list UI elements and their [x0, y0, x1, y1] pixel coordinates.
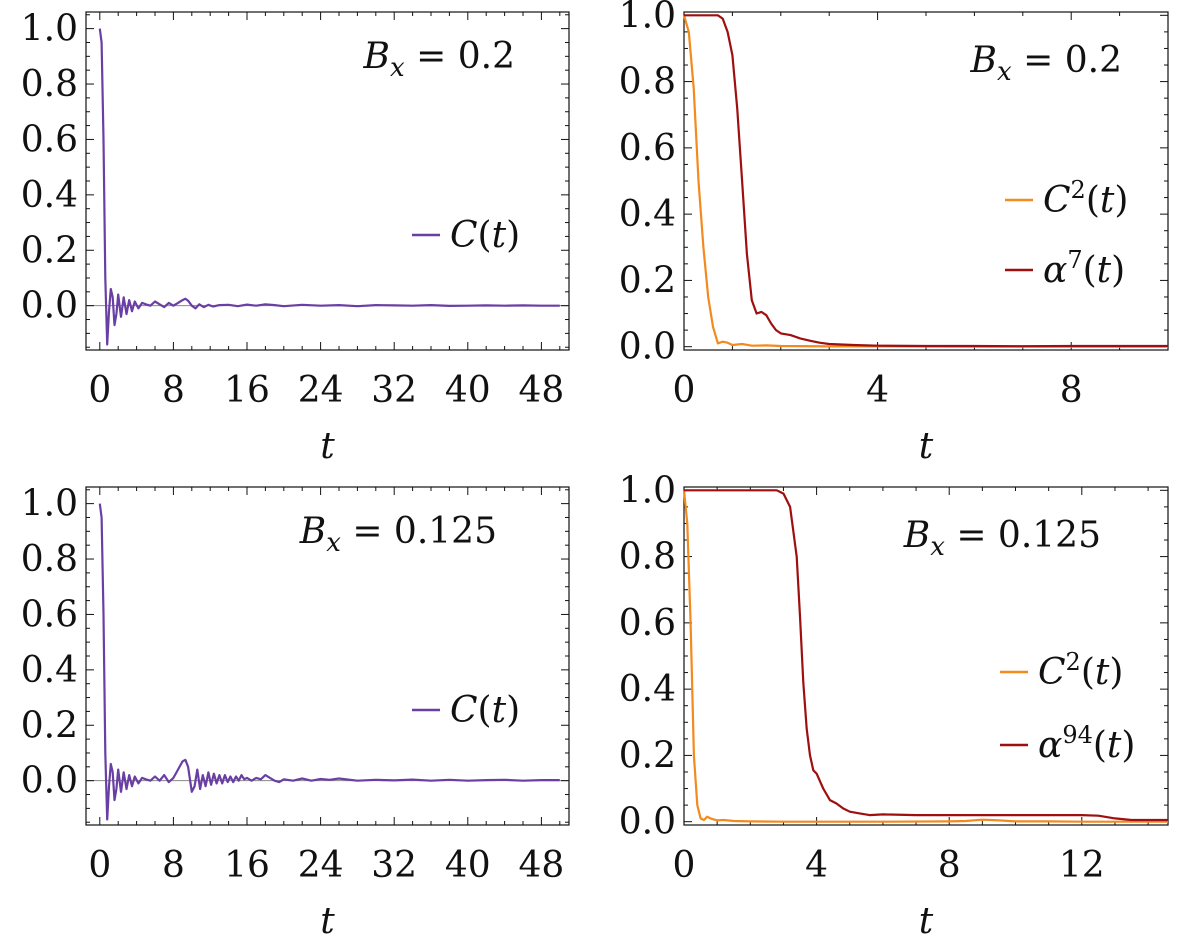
- x-axis-label: t: [919, 901, 934, 942]
- chart-bottom-right: 0.0 0.2 0.4 0.6 0.8 1.0 0 4 8 12 t Bx = 0.125 C2(t) α…: [619, 470, 1169, 942]
- x-tick-label: 8: [162, 845, 185, 886]
- x-tick-label: 48: [518, 845, 564, 886]
- y-tick-label: 0.4: [619, 194, 676, 235]
- b-field-annotation: Bx = 0.125: [299, 511, 497, 558]
- x-tick-label: 16: [224, 845, 270, 886]
- y-tick-label: 0.2: [21, 230, 78, 271]
- x-tick-label: 40: [445, 370, 491, 411]
- y-tick-label: 0.8: [21, 539, 78, 580]
- x-tick-label: 32: [371, 370, 417, 411]
- x-tick-label: 0: [88, 845, 111, 886]
- y-tick-label: 0.2: [619, 735, 676, 776]
- y-tick-label: 0.2: [21, 705, 78, 746]
- series-line-orange: [682, 490, 1168, 823]
- y-tick-label: 0.0: [21, 761, 78, 802]
- x-tick-label: 48: [518, 370, 564, 411]
- x-tick-label: 0: [673, 845, 696, 886]
- series-line-purple: [98, 503, 560, 821]
- y-tick-label: 0.6: [21, 594, 78, 635]
- x-axis-label: t: [919, 426, 934, 467]
- y-tick-label: 0.6: [619, 128, 676, 169]
- x-tick-label: 32: [371, 845, 417, 886]
- b-field-annotation: Bx = 0.2: [970, 40, 1122, 87]
- y-tick-label: 0.8: [21, 64, 78, 105]
- y-tick-label: 1.0: [619, 470, 676, 511]
- y-tick-label: 1.0: [21, 484, 78, 525]
- y-tick-label: 0.4: [21, 175, 78, 216]
- x-tick-label: 24: [298, 370, 344, 411]
- x-tick-label: 16: [224, 370, 270, 411]
- chart-bottom-left: 0.0 0.2 0.4 0.6 0.8 1.0 0 8 16 24 32 40 48 t Bx = 0.12…: [21, 484, 570, 942]
- x-tick-label: 12: [1059, 845, 1105, 886]
- x-axis-label: t: [320, 426, 335, 467]
- b-field-annotation: Bx = 0.2: [363, 36, 515, 83]
- y-tick-label: 0.6: [21, 119, 78, 160]
- b-field-annotation: Bx = 0.125: [903, 515, 1101, 562]
- x-tick-label: 8: [1060, 370, 1083, 411]
- y-tick-label: 0.8: [619, 537, 676, 578]
- y-tick-label: 0.4: [619, 669, 676, 710]
- y-tick-label: 0.6: [619, 603, 676, 644]
- chart-top-left: 0.0 0.2 0.4 0.6 0.8 1.0 0 8 16 24 32 40 48 t Bx = 0.2 C…: [21, 9, 570, 467]
- x-tick-label: 8: [162, 370, 185, 411]
- x-tick-label: 0: [88, 370, 111, 411]
- legend-label: α7(t): [1043, 246, 1125, 291]
- x-tick-label: 4: [866, 370, 889, 411]
- x-tick-label: 0: [673, 370, 696, 411]
- y-tick-label: 1.0: [619, 0, 676, 36]
- series-line-darkred: [684, 14, 1168, 348]
- y-tick-label: 0.8: [619, 62, 676, 103]
- y-tick-label: 0.0: [21, 286, 78, 327]
- y-tick-label: 0.2: [619, 260, 676, 301]
- legend-label: α94(t): [1038, 721, 1135, 766]
- legend-label: C2(t): [1043, 176, 1128, 221]
- y-tick-label: 1.0: [21, 9, 78, 50]
- x-axis-label: t: [320, 901, 335, 942]
- y-tick-label: 0.0: [619, 802, 676, 843]
- x-tick-label: 40: [445, 845, 491, 886]
- x-tick-label: 8: [938, 845, 961, 886]
- series-line-darkred: [684, 489, 1168, 822]
- legend-label: C2(t): [1038, 648, 1123, 693]
- y-tick-label: 0.0: [619, 327, 676, 368]
- x-tick-label: 4: [805, 845, 828, 886]
- x-tick-label: 24: [298, 845, 344, 886]
- y-tick-label: 0.4: [21, 650, 78, 691]
- series-line-purple: [98, 28, 560, 346]
- legend-label: C(t): [450, 690, 520, 731]
- chart-top-right: 0.0 0.2 0.4 0.6 0.8 1.0 0 4 8 t Bx = 0.2 C2(t) α7(t): [619, 0, 1169, 467]
- legend-label: C(t): [450, 215, 520, 256]
